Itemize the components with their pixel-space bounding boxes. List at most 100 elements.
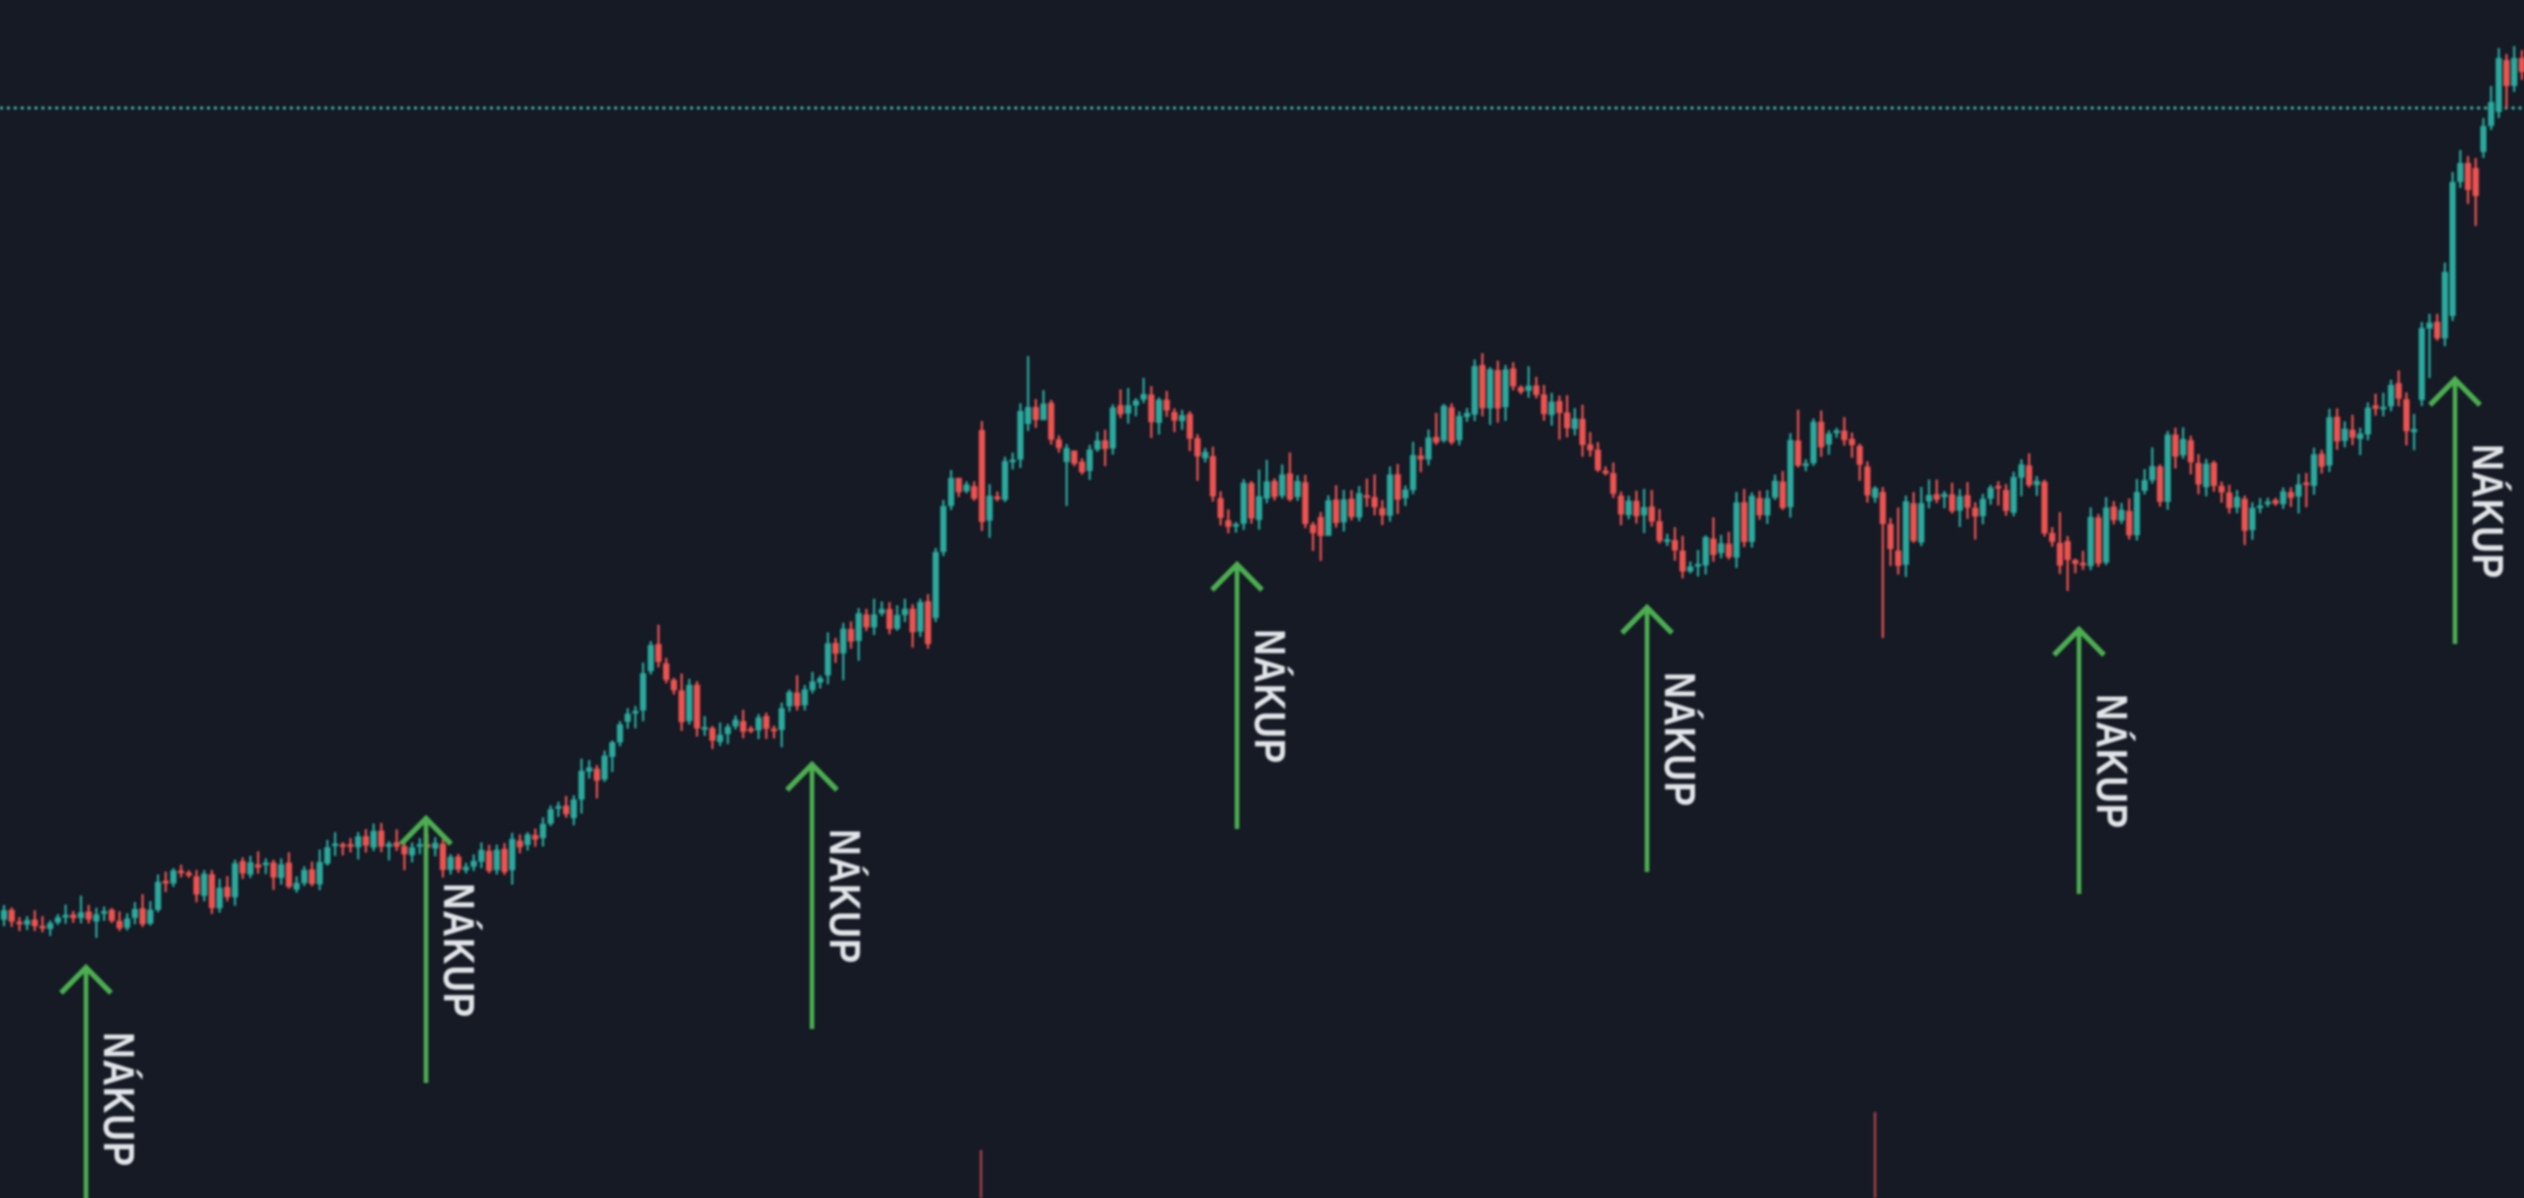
candle-down[interactable] [2503, 54, 2510, 108]
candle-up[interactable] [2264, 497, 2271, 507]
candle-down[interactable] [516, 834, 523, 854]
candle-up[interactable] [1687, 561, 1694, 574]
candle-down[interactable] [31, 910, 38, 931]
candle-down[interactable] [2318, 449, 2325, 474]
candle-up[interactable] [1202, 447, 1209, 463]
candle-down[interactable] [1248, 481, 1255, 524]
candle-up[interactable] [809, 671, 816, 694]
candle-down[interactable] [2464, 156, 2472, 204]
candle-up[interactable] [570, 795, 577, 826]
candle-up[interactable] [1825, 430, 1832, 455]
candle-up[interactable] [1694, 550, 1702, 577]
candle-up[interactable] [1872, 486, 1879, 503]
candle-up[interactable] [917, 598, 924, 637]
candle-down[interactable] [1209, 446, 1216, 502]
candle-up[interactable] [1402, 485, 1409, 506]
candle-up[interactable] [2133, 479, 2140, 541]
candle-up[interactable] [1340, 489, 1347, 532]
candle-down[interactable] [70, 910, 77, 923]
candle-down[interactable] [1225, 509, 1232, 534]
candle-up[interactable] [616, 721, 624, 747]
candle-up[interactable] [1802, 459, 1809, 472]
candle-down[interactable] [2126, 498, 2133, 540]
candle-up[interactable] [2180, 427, 2187, 459]
candle-down[interactable] [501, 843, 508, 875]
candle-up[interactable] [1410, 441, 1417, 495]
candle-down[interactable] [2349, 414, 2356, 446]
candle-down[interactable] [486, 844, 493, 874]
candle-up[interactable] [1086, 444, 1093, 480]
candle-down[interactable] [1964, 482, 1971, 519]
candle-down[interactable] [2218, 481, 2225, 503]
candle-up[interactable] [1325, 495, 1332, 536]
candle-down[interactable] [255, 851, 262, 874]
candle-up[interactable] [778, 702, 785, 748]
candle-up[interactable] [293, 876, 300, 893]
candle-up[interactable] [1979, 493, 1986, 525]
candle-down[interactable] [1895, 507, 1902, 575]
candle-down[interactable] [593, 765, 600, 799]
candle-up[interactable] [2326, 408, 2333, 473]
candle-up[interactable] [2257, 498, 2264, 514]
candle-down[interactable] [2210, 460, 2217, 492]
candle-up[interactable] [147, 901, 154, 926]
candle-up[interactable] [1001, 456, 1009, 502]
candle-up[interactable] [462, 862, 470, 874]
candle-down[interactable] [1648, 490, 1655, 527]
candle-up[interactable] [2364, 402, 2371, 441]
candle-down[interactable] [1394, 463, 1401, 514]
buy-marker[interactable]: NÁKUP [399, 814, 484, 1084]
candle-up[interactable] [2203, 458, 2210, 497]
candle-up[interactable] [940, 500, 947, 556]
candle-up[interactable] [1548, 392, 1555, 426]
candle-up[interactable] [894, 605, 901, 631]
candle-down[interactable] [994, 491, 1001, 502]
candle-up[interactable] [324, 839, 331, 866]
candle-down[interactable] [847, 621, 855, 649]
candle-down[interactable] [532, 828, 539, 847]
candle-down[interactable] [1102, 429, 1109, 467]
candle-down[interactable] [16, 917, 23, 932]
candle-up[interactable] [77, 895, 85, 924]
candle-up[interactable] [701, 716, 708, 736]
candle-up[interactable] [547, 805, 554, 827]
candle-down[interactable] [1656, 509, 1663, 544]
candle-up[interactable] [370, 823, 377, 852]
candle-up[interactable] [601, 750, 608, 782]
candle-up[interactable] [840, 622, 847, 681]
buy-marker[interactable]: NÁKUP [2052, 625, 2137, 895]
candle-up[interactable] [1748, 492, 1755, 548]
candle-up[interactable] [524, 832, 531, 851]
candle-up[interactable] [262, 858, 269, 875]
candle-down[interactable] [362, 829, 369, 853]
candle-up[interactable] [509, 832, 516, 885]
candle-down[interactable] [339, 842, 346, 856]
candle-down[interactable] [2403, 392, 2410, 446]
candle-down[interactable] [1171, 408, 1178, 433]
candle-down[interactable] [2079, 550, 2087, 570]
candle-up[interactable] [47, 920, 54, 936]
candle-up[interactable] [1155, 397, 1163, 435]
candle-down[interactable] [2518, 50, 2524, 80]
candle-down[interactable] [8, 907, 15, 927]
candle-down[interactable] [1379, 500, 1386, 526]
candle-up[interactable] [1664, 533, 1671, 546]
candle-down[interactable] [1078, 458, 1086, 475]
candle-down[interactable] [1587, 432, 1594, 457]
candle-up[interactable] [278, 858, 285, 885]
candle-up[interactable] [231, 859, 239, 906]
candle-down[interactable] [1617, 491, 1625, 526]
candle-up[interactable] [2341, 421, 2348, 448]
candle-down[interactable] [2110, 501, 2117, 525]
candle-down[interactable] [193, 870, 200, 903]
candle-up[interactable] [724, 723, 731, 745]
candle-down[interactable] [1317, 512, 1324, 561]
candle-up[interactable] [1571, 408, 1578, 436]
candle-up[interactable] [1279, 464, 1286, 499]
candle-down[interactable] [85, 904, 92, 924]
candle-down[interactable] [208, 870, 215, 914]
candle-up[interactable] [1487, 367, 1494, 425]
candle-up[interactable] [1456, 411, 1463, 446]
candle-up[interactable] [1263, 459, 1270, 504]
candle-up[interactable] [247, 855, 254, 878]
